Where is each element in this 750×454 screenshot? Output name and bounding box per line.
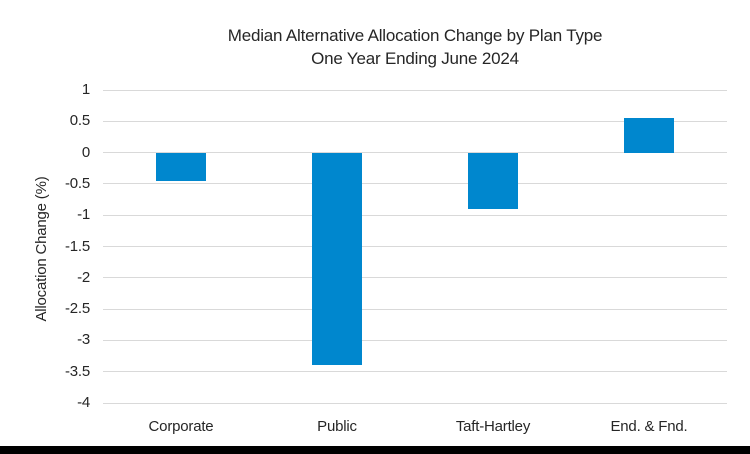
y-tick-label: 1 bbox=[81, 81, 90, 98]
bar-taft-hartley bbox=[468, 152, 518, 209]
footer-bar bbox=[0, 446, 750, 454]
bar-end-fnd bbox=[624, 118, 674, 153]
y-tick-label: -0.5 bbox=[64, 174, 90, 192]
gridline bbox=[103, 120, 727, 122]
y-tick-label: 0 bbox=[81, 143, 90, 161]
bar-public bbox=[312, 152, 362, 366]
gridline bbox=[103, 402, 727, 404]
y-tick-label: -1.5 bbox=[64, 237, 90, 255]
gridline bbox=[103, 277, 727, 279]
x-category-label: Public bbox=[317, 418, 357, 435]
bar-corporate bbox=[156, 152, 206, 181]
gridline bbox=[103, 371, 727, 373]
y-tick-label: 0.5 bbox=[69, 112, 90, 130]
plot-area: 1 0.5 0 -0.5 -1 -1.5 -2 -2.5 -3 -3.5 -4 Corporate Pu… bbox=[65, 81, 727, 435]
y-tick-label: -2 bbox=[77, 268, 90, 286]
y-tick-label: -3 bbox=[77, 331, 90, 349]
gridline bbox=[103, 214, 727, 216]
gridline bbox=[103, 339, 727, 341]
x-category-label: Taft-Hartley bbox=[455, 418, 531, 435]
x-category-label: End. & Fnd. bbox=[610, 418, 688, 435]
y-tick-label: -2.5 bbox=[64, 300, 90, 318]
gridline bbox=[103, 246, 727, 247]
gridline bbox=[103, 89, 727, 91]
gridline bbox=[103, 152, 727, 154]
chart-title-line2: One Year Ending June 2024 bbox=[311, 49, 519, 68]
y-tick-label: -3.5 bbox=[64, 362, 90, 380]
y-tick-label: -4 bbox=[77, 394, 90, 411]
x-category-label: Corporate bbox=[148, 418, 214, 435]
y-tick-label: -1 bbox=[77, 206, 90, 224]
chart-title-line1: Median Alternative Allocation Change by … bbox=[227, 26, 603, 45]
gridline bbox=[103, 183, 727, 185]
chart-title: Median Alternative Allocation Change by … bbox=[103, 24, 727, 70]
gridline bbox=[103, 308, 727, 310]
